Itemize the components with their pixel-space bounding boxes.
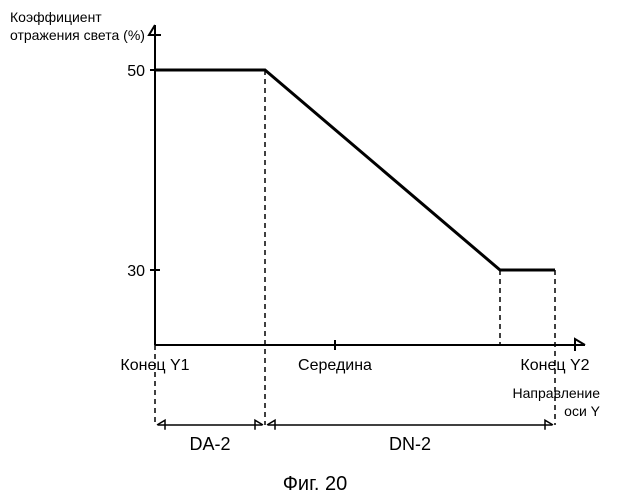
- figure-caption: Фиг. 20: [283, 473, 348, 495]
- reflectance-curve: [155, 70, 555, 270]
- y-axis-label-line2: отражения света (%): [10, 27, 145, 43]
- x-label-y1: Конец Y1: [120, 357, 189, 374]
- x-label-y2: Конец Y2: [520, 357, 589, 374]
- y-tick-50: 50: [127, 63, 145, 80]
- y-tick-30: 30: [127, 263, 145, 280]
- y-axis-label-line1: Коэффициент: [10, 9, 102, 25]
- figure-svg: Коэффициент отражения света (%) 50 30 Конец …: [0, 0, 631, 500]
- range-da2-label: DA-2: [189, 434, 230, 454]
- x-label-mid: Середина: [298, 357, 372, 374]
- range-dn2-label: DN-2: [389, 434, 431, 454]
- x-axis-label-line1: Направление: [513, 385, 601, 401]
- figure-container: { "figure": { "caption": "Фиг. 20", "cap…: [0, 0, 631, 500]
- x-axis-label-line2: оси Y: [564, 403, 600, 419]
